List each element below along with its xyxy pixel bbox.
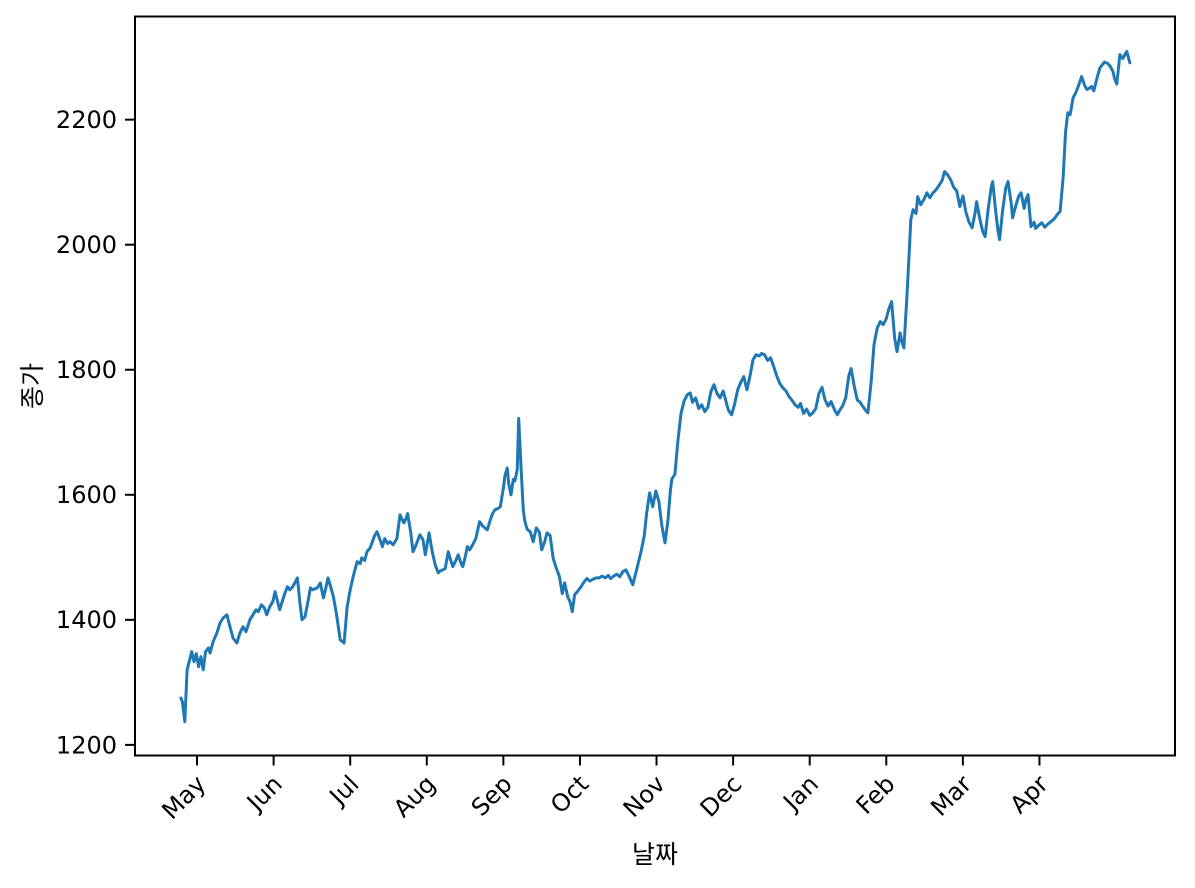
x-tick-label: Apr bbox=[1005, 770, 1054, 819]
y-tick-label: 1200 bbox=[56, 731, 117, 759]
y-axis-label: 종가 bbox=[18, 362, 47, 410]
plot-border bbox=[134, 15, 1176, 757]
x-tick-label: Jun bbox=[240, 770, 288, 818]
x-tick-label: Feb bbox=[851, 770, 901, 820]
y-tick-label: 1400 bbox=[56, 606, 117, 634]
y-tick-label: 2200 bbox=[56, 106, 117, 134]
x-tick-label: Sep bbox=[466, 770, 518, 822]
y-tick-label: 2000 bbox=[56, 231, 117, 259]
x-tick-label: Mar bbox=[925, 770, 977, 822]
price-line bbox=[179, 50, 1132, 724]
x-tick-label: Dec bbox=[695, 770, 748, 823]
x-axis-label: 날짜 bbox=[631, 840, 679, 869]
x-tick-label: Jan bbox=[777, 770, 824, 817]
y-tick-label: 1800 bbox=[56, 356, 117, 384]
x-tick-label: May bbox=[156, 770, 211, 825]
y-tick-label: 1600 bbox=[56, 481, 117, 509]
x-tick-label: Aug bbox=[388, 770, 441, 823]
x-tick-label: Nov bbox=[618, 770, 671, 823]
x-tick-label: Jul bbox=[323, 770, 365, 812]
x-tick-label: Oct bbox=[545, 770, 594, 819]
